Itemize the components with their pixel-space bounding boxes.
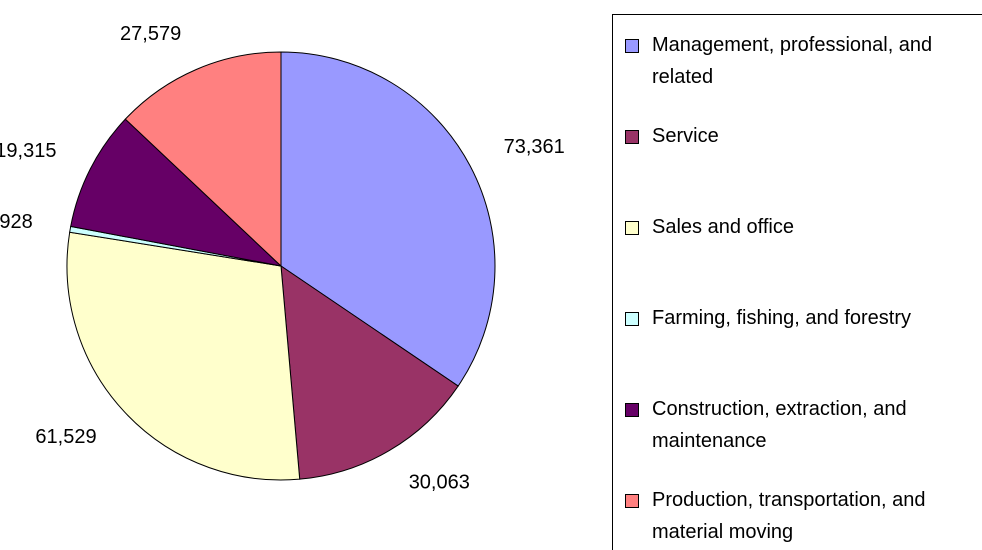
legend-swatch <box>625 312 639 326</box>
pie-area: 73,361 30,063 61,529 928 19,315 27,579 <box>0 23 565 494</box>
pie-slice <box>66 231 301 481</box>
data-label: 19,315 <box>0 140 56 162</box>
legend-swatch <box>625 403 639 417</box>
legend-item: Management, professional, and related <box>613 29 982 120</box>
legend-label: Service <box>652 125 719 147</box>
data-label: 61,529 <box>35 426 96 448</box>
data-label: 30,063 <box>409 472 470 494</box>
legend-swatch <box>625 39 639 53</box>
data-label: 928 <box>0 211 33 233</box>
legend-item: Service <box>613 120 982 211</box>
legend-item: Construction, extraction, and maintenanc… <box>613 393 982 484</box>
legend-item: Production, transportation, and material… <box>613 484 982 550</box>
legend-swatch <box>625 130 639 144</box>
pie-slice <box>280 264 459 480</box>
legend-label: Production, transportation, and material… <box>652 489 926 543</box>
legend-item: Sales and office <box>613 211 982 302</box>
pie-slice <box>70 118 283 267</box>
legend-label: Management, professional, and related <box>652 34 933 88</box>
legend-item: Farming, fishing, and forestry <box>613 302 982 393</box>
data-label: 27,579 <box>120 23 181 45</box>
pie-slice <box>280 51 496 387</box>
legend-label: Construction, extraction, and maintenanc… <box>652 398 907 452</box>
legend-swatch <box>625 494 639 508</box>
legend-label: Sales and office <box>652 216 794 238</box>
legend: Management, professional, and related Ser… <box>612 14 982 550</box>
legend-swatch <box>625 221 639 235</box>
legend-label: Farming, fishing, and forestry <box>652 307 911 329</box>
data-label: 73,361 <box>504 136 565 158</box>
pie-slice <box>124 51 282 268</box>
